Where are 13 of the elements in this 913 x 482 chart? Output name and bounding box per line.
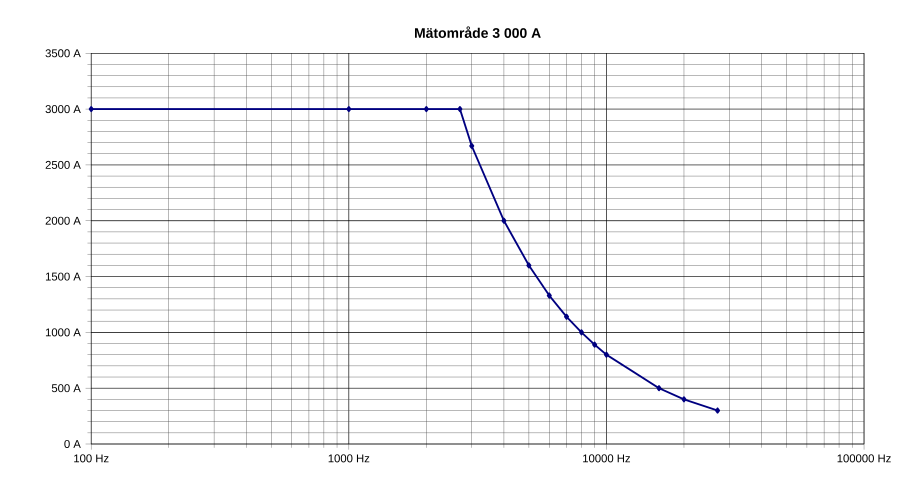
y-tick-label: 3000 A [46, 104, 81, 113]
y-tick-label: 2000 A [46, 216, 81, 225]
y-tick-label: 500 A [52, 384, 81, 392]
chart-title: Mätområde 3 000 A [415, 26, 541, 38]
x-tick-label: 10000 Hz [583, 454, 630, 462]
y-tick-label: 2500 A [46, 160, 81, 169]
y-tick-label: 3500 A [46, 49, 81, 58]
y-tick-label: 1500 A [46, 272, 81, 280]
y-tick-label: 0 A [64, 440, 81, 448]
x-tick-label: 100 Hz [74, 454, 109, 462]
y-tick-label: 1000 A [46, 328, 81, 336]
x-tick-label: 100000 Hz [838, 454, 891, 462]
x-tick-label: 1000 Hz [328, 454, 370, 462]
